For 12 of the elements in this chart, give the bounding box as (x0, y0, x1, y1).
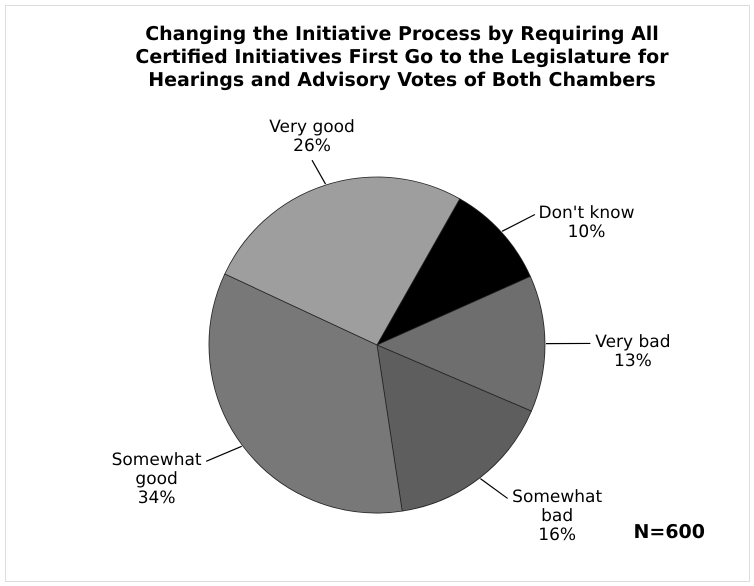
slice-label: Somewhat good (112, 450, 202, 489)
data-label: 16% (538, 524, 576, 545)
data-label: 13% (614, 350, 652, 371)
text: N=600 (634, 521, 705, 543)
data-label: 34% (138, 488, 176, 508)
slice-label: Very good (269, 117, 355, 138)
chart-title: Changing the Initiative Process by Requiring All Certified Initiatives First Go to the Legislature for Hearings and Advisory Votes of Both Chambers (135, 23, 670, 91)
data-label: 26% (293, 136, 331, 156)
slice-label: Don't know (538, 203, 635, 224)
data-label: 10% (568, 222, 606, 242)
slice-label: Very bad (595, 332, 671, 352)
slice-label: Somewhat bad (512, 486, 602, 526)
